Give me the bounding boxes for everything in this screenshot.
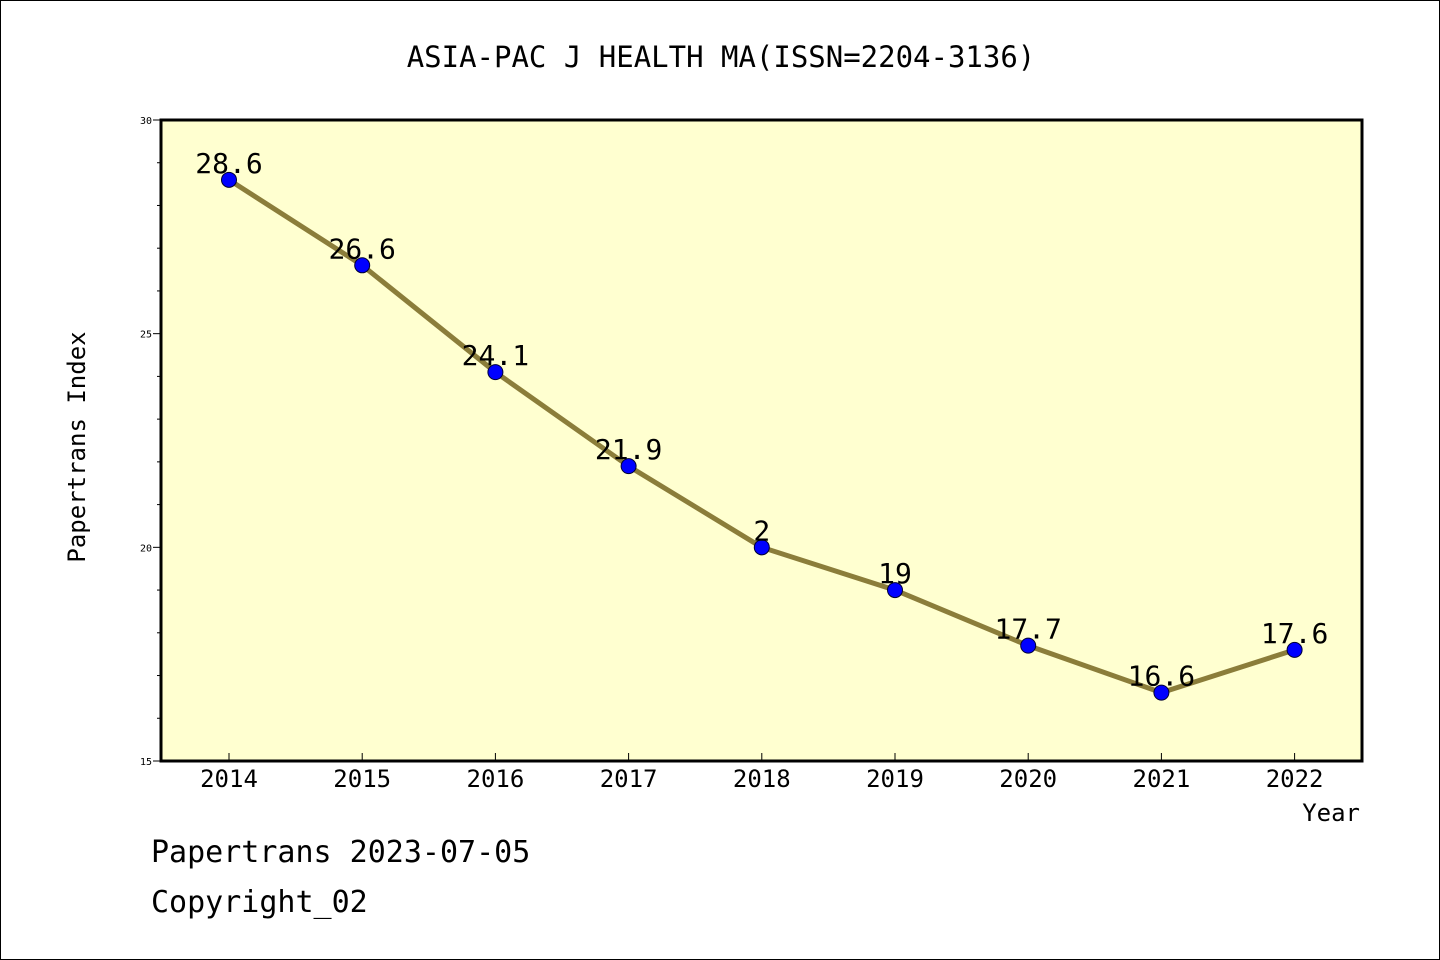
data-label: 26.6 — [328, 232, 395, 265]
data-point — [1286, 641, 1303, 658]
footer-copyright: Copyright_02 — [151, 885, 368, 920]
footer-date: Papertrans 2023-07-05 — [151, 835, 531, 870]
x-axis-label: Year — [1302, 799, 1360, 827]
data-label: 24.1 — [462, 339, 529, 372]
data-point — [487, 364, 504, 381]
x-tick-label: 2022 — [1266, 765, 1324, 793]
data-label: 16.6 — [1128, 660, 1195, 693]
data-label: 17.7 — [994, 613, 1061, 646]
data-point — [1153, 684, 1170, 701]
data-label: 19 — [878, 557, 912, 590]
data-point — [354, 257, 371, 274]
x-tick-label: 2014 — [200, 765, 258, 793]
y-tick-label: 20 — [140, 543, 152, 554]
data-point — [620, 458, 637, 475]
x-tick-label: 2021 — [1133, 765, 1191, 793]
y-tick-label: 15 — [140, 757, 152, 768]
plot-area — [161, 120, 1362, 761]
x-tick-label: 2020 — [999, 765, 1057, 793]
y-axis-label: Papertrans Index — [63, 331, 91, 562]
x-tick-label: 2015 — [333, 765, 391, 793]
y-axis-ticks: 15 20 25 30 — [140, 116, 161, 768]
data-label: 2 — [753, 514, 770, 547]
x-tick-label: 2018 — [733, 765, 791, 793]
data-label: 21.9 — [595, 433, 662, 466]
data-label: 28.6 — [195, 147, 262, 180]
y-tick-label: 25 — [140, 330, 152, 341]
plot-frame — [159, 118, 1364, 763]
x-axis-ticks: 2014 2015 2016 2017 2018 2019 2020 2021 2022 — [200, 753, 1323, 793]
data-point — [1020, 637, 1037, 654]
series-points-group — [221, 171, 1303, 701]
point-labels-group: 28.6 26.6 24.1 21.9 2 19 17.7 16.6 17.6 — [195, 147, 1328, 693]
x-tick-label: 2016 — [467, 765, 525, 793]
y-tick-label: 30 — [140, 116, 152, 127]
data-point — [221, 171, 237, 188]
data-point — [887, 582, 903, 599]
data-label: 17.6 — [1261, 617, 1328, 650]
data-point — [753, 539, 770, 556]
x-tick-label: 2019 — [866, 765, 924, 793]
x-tick-label: 2017 — [600, 765, 658, 793]
chart-title: ASIA-PAC J HEALTH MA(ISSN=2204-3136) — [407, 40, 1036, 74]
